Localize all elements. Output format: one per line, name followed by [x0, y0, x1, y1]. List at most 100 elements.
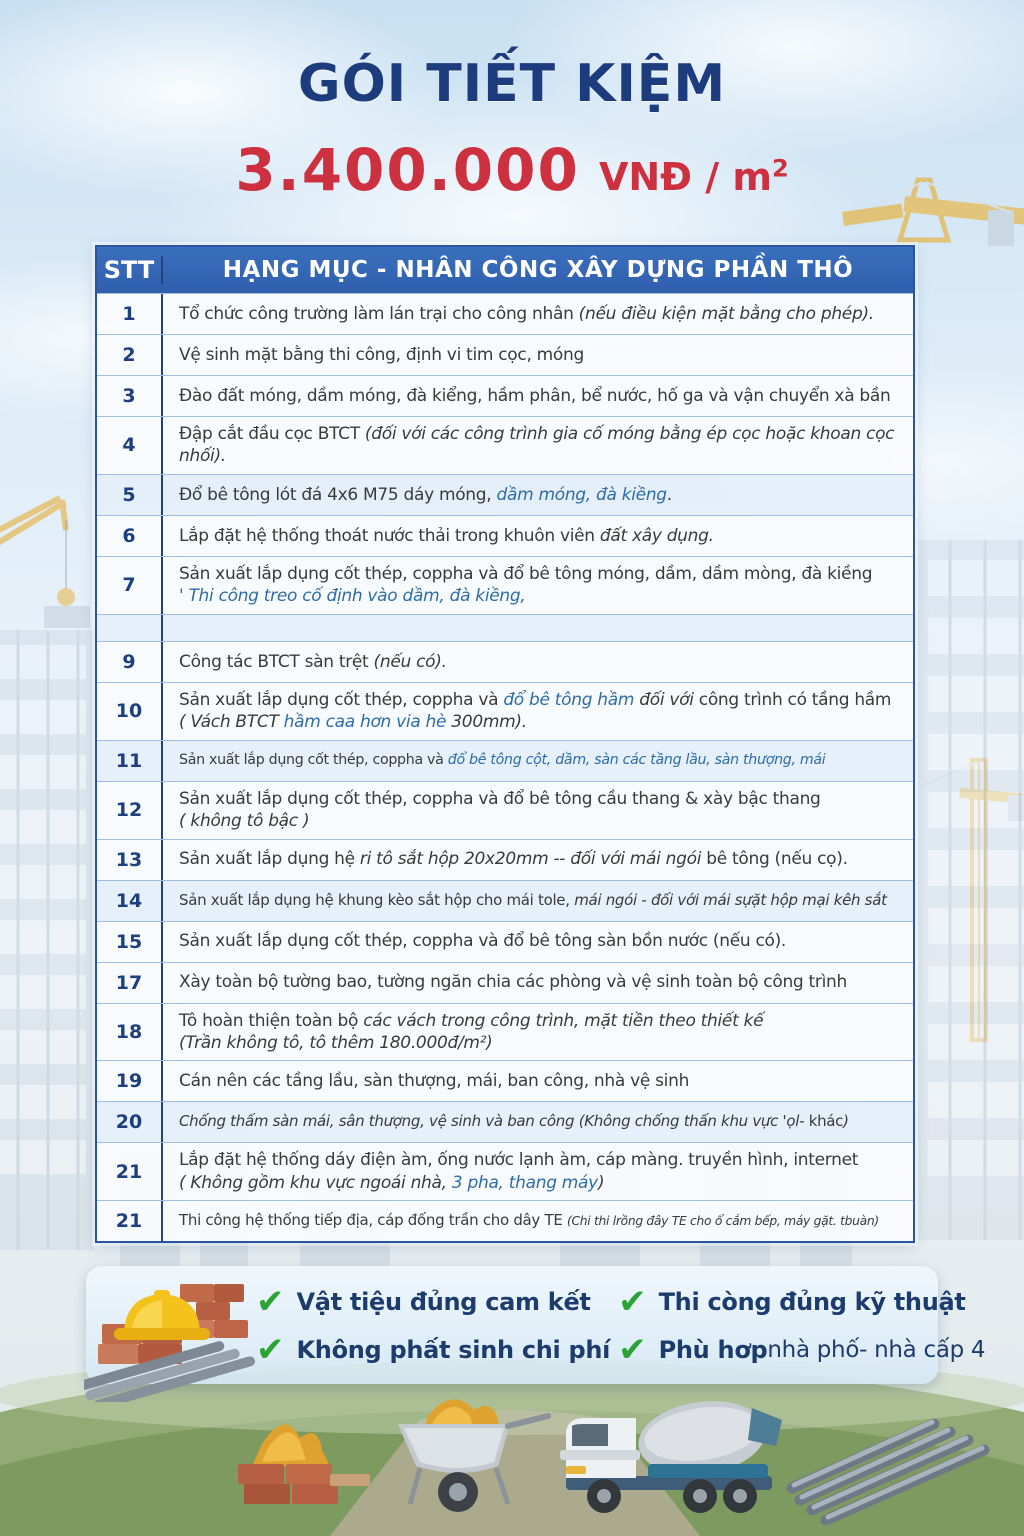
left-crane [0, 495, 69, 546]
row-description: Sản xuất lắp dụng hệ khung kèo sắt hộp c… [179, 890, 887, 909]
rebar-icon [84, 1341, 256, 1402]
right-top-crane [842, 177, 1024, 246]
row-description: Xày toàn bộ tường bao, tường ngăn chia c… [179, 972, 847, 993]
left-building [0, 630, 94, 1250]
table-row: 9 Công tác BTCT sàn trệt (nếu có). [97, 640, 913, 682]
brick-sand-pile [238, 1424, 370, 1504]
table-row: 1 Tổ chức công trường làm lán trại cho cô… [97, 293, 913, 334]
guarantee-label: Phù hơp [658, 1336, 768, 1364]
row-description: Sản xuất lắp dụng cốt thép, coppha và đổ… [179, 788, 821, 832]
table-body: 1 Tổ chức công trường làm lán trại cho cô… [97, 293, 913, 1242]
table-row: 21 Thi công hệ thống tiếp địa, cáp đống t… [97, 1200, 913, 1242]
row-description: Sản xuất lắp dụng cốt thép, coppha và đổ… [179, 563, 873, 607]
check-icon: ✔ [618, 1330, 647, 1370]
header-stt: STT [97, 256, 163, 284]
guarantee-item: ✔ Thi còng đủng kỹ thuật [618, 1278, 985, 1326]
row-description: Đập cắt đầu cọc BTCT (đối với các công t… [179, 424, 895, 467]
row-number: 12 [97, 781, 163, 839]
concrete-piles-icon [786, 1418, 990, 1526]
guarantee-item: ✔ Không phất sinh chi phí [256, 1326, 610, 1374]
row-number: 7 [97, 556, 163, 614]
row-description: Cán nên các tầng lầu, sàn thượng, mái, b… [179, 1071, 690, 1092]
row-description: Chống thấm sàn mái, sân thượng, vệ sinh … [179, 1112, 849, 1131]
left-crane-hook [44, 520, 90, 628]
row-number: 21 [97, 1201, 163, 1242]
guarantee-label: nhà phố- nhà cấp 4 [767, 1337, 986, 1363]
construction-materials-photo [238, 1399, 990, 1526]
check-icon: ✔ [256, 1330, 285, 1370]
guarantee-list: ✔ Vật tiệu đủng cam kết ✔ Thi còng đủng kỹ … [256, 1278, 986, 1374]
row-number: 15 [97, 921, 163, 962]
row-number: 20 [97, 1102, 163, 1143]
header-block: GÓI TIẾT KIỆM 3.400.000 VNĐ / m2 [0, 54, 1024, 204]
table-row: 10 Sản xuất lắp dụng cốt thép, coppha và … [97, 681, 913, 740]
check-icon: ✔ [618, 1282, 647, 1322]
row-number: 10 [97, 682, 163, 740]
price-amount: 3.400.000 [235, 136, 580, 204]
table-row: 4 Đập cắt đầu cọc BTCT (đối với các công … [97, 416, 913, 474]
table-row: 2 Vệ sinh mặt bằng thi công, định vi tim … [97, 334, 913, 375]
table-row: 5 Đổ bê tông lót đá 4x6 M75 dáy móng, dầm… [97, 473, 913, 515]
table-row [97, 613, 913, 641]
guarantee-label: Không phất sinh chi phí [296, 1336, 611, 1364]
row-description: Đào đất móng, dầm móng, đà kiểng, hầm ph… [179, 385, 891, 406]
table-row: 3 Đào đất móng, dầm móng, đà kiểng, hầm p… [97, 375, 913, 416]
row-number: 19 [97, 1061, 163, 1102]
row-description: Đổ bê tông lót đá 4x6 M75 dáy móng, dầm … [179, 484, 672, 505]
row-number: 6 [97, 515, 163, 556]
table-header: STT HẠNG MỤC - NHÂN CÔNG XÂY DỰNG PHẦN T… [97, 247, 913, 293]
table-row: 15 Sản xuất lắp dụng cốt thép, coppha và … [97, 920, 913, 962]
guarantee-banner: ✔ Vật tiệu đủng cam kết ✔ Thi còng đủng kỹ … [84, 1266, 986, 1402]
row-number: 13 [97, 839, 163, 880]
right-building [918, 540, 1024, 1240]
table-row: 21 Lắp đặt hệ thống dáy điện àm, ống nước… [97, 1142, 913, 1201]
row-description: Lắp đặt hệ thống thoát nước thải trong k… [179, 525, 714, 546]
check-icon: ✔ [256, 1282, 285, 1322]
table-row: 17 Xày toàn bộ tường bao, tường ngăn chia… [97, 961, 913, 1003]
row-description: Thi công hệ thống tiếp địa, cáp đống trầ… [179, 1211, 879, 1230]
price-unit: VNĐ / m2 [598, 154, 789, 199]
row-description: Công tác BTCT sàn trệt (nếu có). [179, 651, 447, 672]
row-description: Tô hoàn thiện toàn bộ các vách trong côn… [179, 1010, 764, 1053]
row-description: Sản xuất lắp dụng hệ ri tô sắt hộp 20x20… [179, 849, 848, 870]
guarantee-label: Vật tiệu đủng cam kết [296, 1288, 591, 1316]
guarantee-label: Thi còng đủng kỹ thuật [658, 1288, 966, 1316]
guarantee-item: ✔ Phù hơp nhà phố- nhà cấp 4 [618, 1326, 985, 1374]
row-number: 21 [97, 1143, 163, 1201]
table-row: 6 Lắp đặt hệ thống thoát nước thải trong … [97, 514, 913, 556]
row-number: 14 [97, 880, 163, 921]
row-description [163, 622, 913, 634]
hardhat-bricks-icon [84, 1284, 256, 1402]
price-table: STT HẠNG MỤC - NHÂN CÔNG XÂY DỰNG PHẦN T… [95, 245, 915, 1244]
row-number: 18 [97, 1003, 163, 1061]
row-number: 1 [97, 294, 163, 334]
row-number: 3 [97, 376, 163, 416]
table-row: 20 Chống thấm sàn mái, sân thượng, vệ sin… [97, 1101, 913, 1143]
mixer-truck-icon [560, 1401, 782, 1513]
price-line: 3.400.000 VNĐ / m2 [0, 136, 1024, 204]
row-number: 2 [97, 335, 163, 375]
row-description: Sản xuất lắp dụng cốt thép, coppha và đổ… [179, 752, 826, 769]
row-description: Lắp đặt hệ thống dáy điện àm, ống nước l… [179, 1150, 859, 1193]
table-row: 7 Sản xuất lắp dụng cốt thép, coppha và đ… [97, 555, 913, 614]
header-category: HẠNG MỤC - NHÂN CÔNG XÂY DỰNG PHẦN THÔ [222, 257, 854, 283]
package-title: GÓI TIẾT KIỆM [297, 54, 727, 114]
table-row: 11 Sản xuất lắp dụng cốt thép, coppha và … [97, 739, 913, 781]
wheelbarrow-icon [398, 1399, 551, 1512]
row-number: 17 [97, 962, 163, 1003]
guarantee-item: ✔ Vật tiệu đủng cam kết [256, 1278, 610, 1326]
row-number [97, 614, 163, 641]
table-row: 14 Sản xuất lắp dụng hệ khung kèo sắt hộp… [97, 879, 913, 921]
row-description: Sản xuất lắp dụng cốt thép, coppha và đổ… [179, 689, 892, 733]
table-row: 18 Tô hoàn thiện toàn bộ các vách trong c… [97, 1002, 913, 1061]
row-description: Sản xuất lắp dụng cốt thép, coppha và đổ… [179, 931, 787, 952]
table-row: 13 Sản xuất lắp dụng hệ ri tô sắt hộp 20x… [97, 838, 913, 880]
row-description: Vệ sinh mặt bằng thi công, định vi tim c… [179, 344, 584, 365]
table-row: 19 Cán nên các tầng lầu, sàn thượng, mái,… [97, 1060, 913, 1102]
row-description: Tổ chức công trường làm lán trại cho côn… [179, 303, 874, 324]
row-number: 9 [97, 641, 163, 682]
row-number: 5 [97, 474, 163, 515]
right-mid-crane [911, 758, 1024, 1042]
table-row: 12 Sản xuất lắp dụng cốt thép, coppha và … [97, 780, 913, 839]
